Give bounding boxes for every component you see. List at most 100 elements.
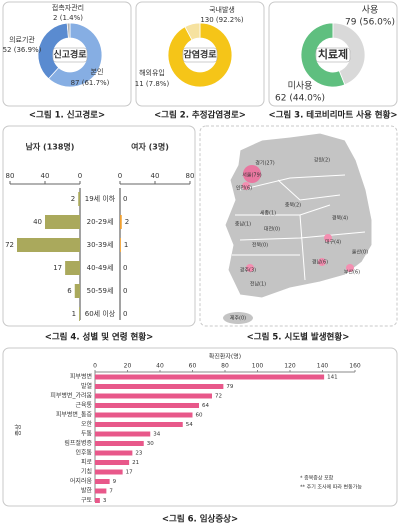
caption: <그림 4. 성별 및 연령 현황> [45,332,154,343]
category-label: 피부병변_가려움 [50,392,92,400]
value-label: 2 [71,195,75,203]
donut-slice [66,22,71,39]
x-tick-label: 80 [186,172,195,180]
bar [95,498,100,503]
value-label: 0 [123,195,127,203]
slice-value: 11 (7.8%) [135,80,170,88]
slice-label: 의료기관 [9,35,35,44]
bar [95,460,130,465]
caption: <그림 3. 테코비리마트 사용 현황> [268,110,397,121]
bar [95,403,199,408]
category-label: 구토 [81,497,93,504]
value-label: 0 [123,264,127,272]
region-label: 대구(4) [325,239,341,246]
bar [95,469,123,475]
region-label: 충남(1) [235,221,251,228]
bar [95,393,212,399]
value-label: 6 [67,287,72,295]
panel [2,347,398,507]
bar [120,238,121,252]
age-label: 60세 이상 [85,309,116,318]
value-label: 54 [186,422,193,428]
center-label: 감염경로 [183,49,217,61]
slice-value: 52 (36.9%) [3,46,42,54]
x-tick-label: 160 [349,363,361,370]
slice-label: 해외유입 [139,68,165,77]
map-marker [324,234,332,242]
bar [65,261,80,275]
panel [135,1,265,107]
value-label: 9 [113,479,117,485]
panel [199,125,398,327]
x-tick-label: 20 [124,363,132,370]
category-label: 근육통 [75,402,92,409]
map-jeju [223,312,253,324]
footnote: * 중복증상 포함 [300,475,334,482]
bar [95,450,133,456]
value-label: 2 [125,218,129,226]
bar [95,374,325,380]
age-label: 30-39세 [87,240,114,249]
region-label: 부산(6) [344,269,360,276]
x-tick-label: 80 [6,172,15,180]
value-label: 64 [202,403,209,409]
region-label: 인천(6) [236,185,252,192]
value-label: 34 [153,432,160,438]
value-label: 3 [103,498,107,504]
value-label: 0 [123,310,127,318]
slice-label: 미사용 [288,81,313,92]
x-tick-label: 40 [156,363,164,370]
map-marker [242,182,250,190]
category-label: 어지러움 [70,477,93,485]
bar [45,215,80,229]
slice-value: 87 (61.7%) [71,79,110,87]
x-axis-title: 확진환자(명) [209,353,241,361]
category-label: 림프절병증 [64,439,92,447]
bar [95,431,151,437]
value-label: 0 [123,287,127,295]
value-label: 21 [132,460,139,466]
x-tick-label: 60 [189,363,197,370]
value-label: 72 [5,241,14,249]
region-label: 서울(79) [242,172,262,179]
value-label: 141 [327,375,338,381]
donut-slice [167,22,233,88]
value-label: 1 [72,310,76,318]
region-label: 제주(0) [230,315,246,322]
bar [95,488,107,494]
category-label: 피부병변_통증 [56,411,93,419]
map-marker [246,264,254,272]
slice-value: 2 (1.4%) [53,14,83,22]
region-label: 전북(0) [252,242,268,249]
age-label: 19세 이하 [85,194,116,203]
value-label: 79 [226,384,233,390]
slice-value: 130 (92.2%) [200,16,244,24]
value-label: 30 [147,441,154,447]
age-label: 50-59세 [87,286,114,295]
caption: <그림 1. 신고경로> [29,110,105,121]
bar [78,192,80,206]
bar [95,412,193,418]
bar [79,307,80,321]
panel [268,1,398,107]
category-label: 피로 [81,458,93,466]
bar [95,384,224,389]
value-label: 60 [196,413,203,419]
caption: <그림 5. 시도별 발생현황> [247,332,350,343]
map-marker [243,165,261,183]
category-label: 발한 [81,487,93,495]
panel [2,125,196,327]
center-label: 치료제 [318,47,348,61]
legend-label: 여자 (3명) [131,142,169,152]
value-label: 1 [124,241,128,249]
center-box [52,47,88,63]
age-label: 20-29세 [87,217,114,226]
slice-label: 본인 [91,67,104,76]
slice-value: 62 (44.0%) [275,94,325,104]
bar [95,479,110,484]
y-axis-title: 증상 [13,424,22,436]
center-box [315,47,351,63]
x-tick-label: 40 [41,172,50,180]
region-label: 경북(4) [332,215,348,222]
map-border [232,174,366,281]
